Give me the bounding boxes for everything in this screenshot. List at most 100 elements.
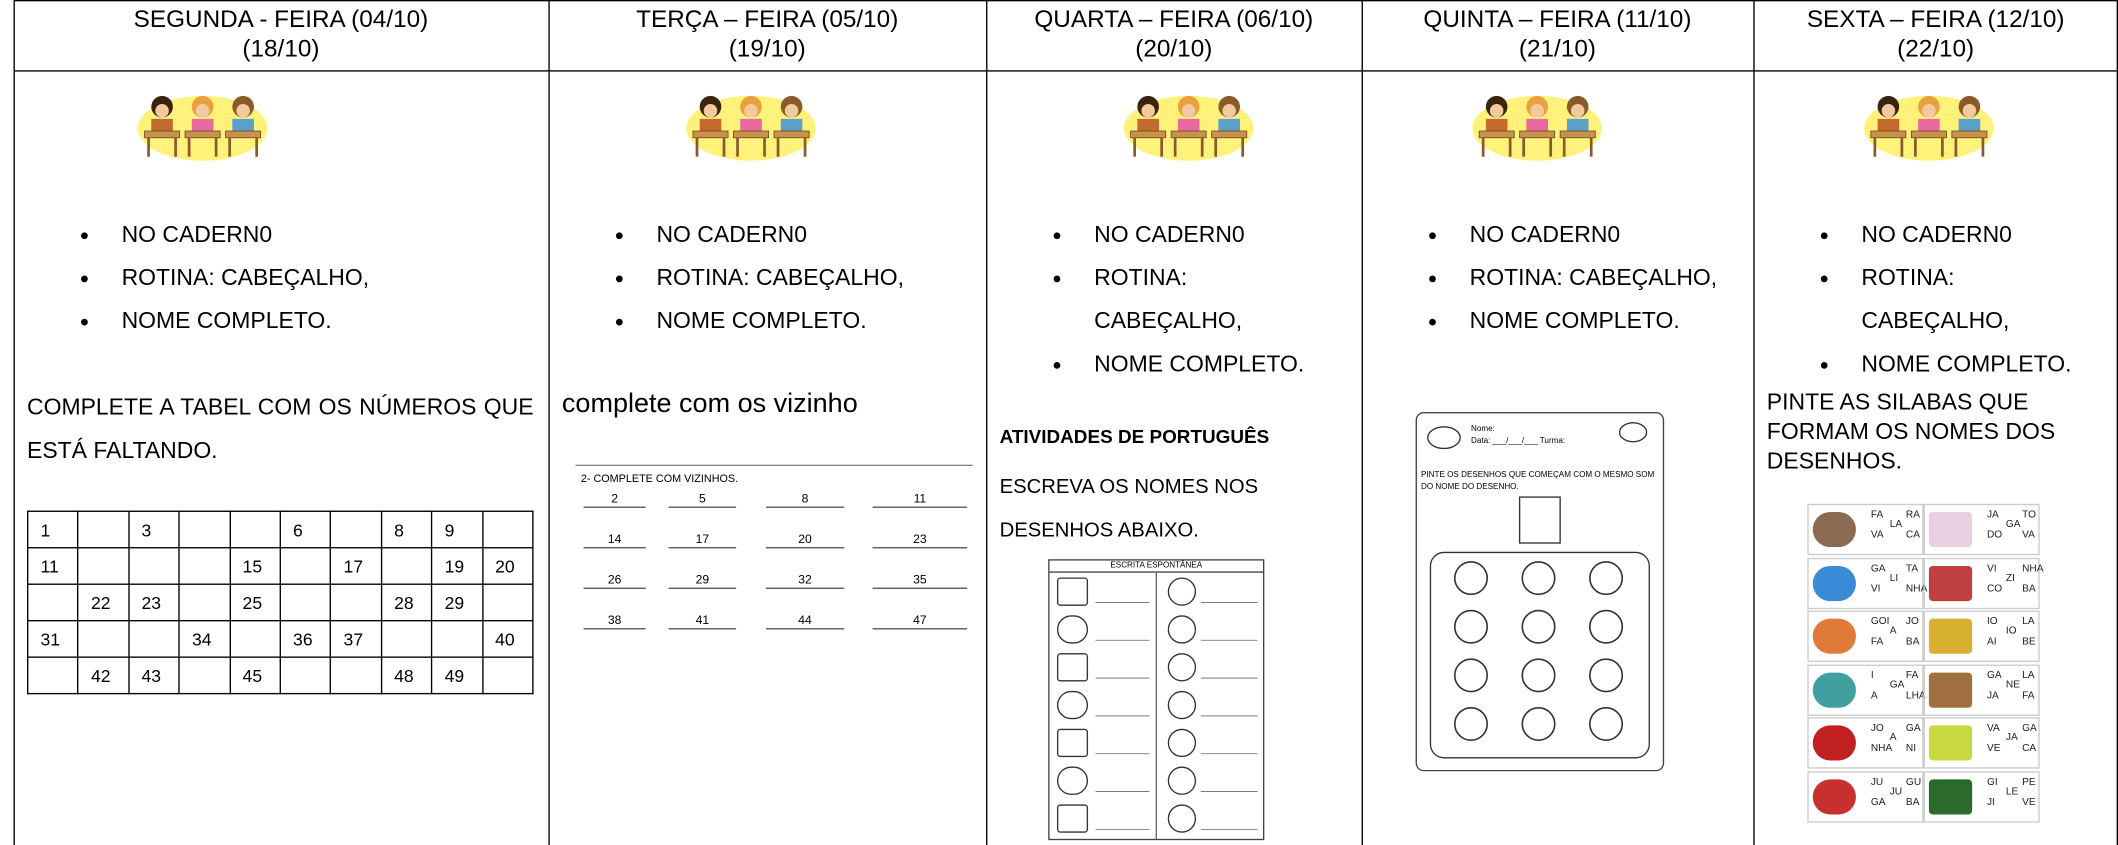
kid-face [744, 104, 758, 118]
picture [1167, 804, 1197, 833]
bullet-list: NO CADERN0 ROTINA: CABEÇALHO, NOME COMPLET… [986, 213, 1362, 386]
header-line: (22/10) [1897, 35, 1975, 63]
syllable: GI [1986, 774, 1998, 787]
table-cell: 8 [380, 510, 433, 549]
blank-number: 35 [872, 573, 968, 589]
kid-face [1962, 104, 1977, 118]
picture [1453, 658, 1489, 693]
desk [1951, 130, 1988, 139]
worksheet-rule [575, 464, 973, 467]
syllable: FA [1905, 667, 1919, 681]
kids-illustration [1864, 95, 1994, 161]
header-line: (18/10) [242, 35, 320, 63]
day-header: QUARTA – FEIRA (06/10) (20/10) [986, 4, 1362, 63]
syllable-cell: I FA GA A LHA [1807, 663, 1926, 716]
table-cell: 9 [431, 510, 483, 549]
table-cell [27, 583, 79, 622]
table-cell: 31 [27, 620, 79, 658]
day-column: SEGUNDA - FEIRA (04/10) (18/10) NO CADERN0… [14, 0, 549, 845]
table-row: 11 15 17 19 20 [27, 547, 534, 585]
table-row: 31 34 36 37 40 [27, 620, 534, 658]
worksheet: ESCRITA ESPONTÂNEA [1048, 559, 1265, 841]
desk-leg [1133, 137, 1136, 157]
blank-number: 47 [872, 613, 968, 630]
day-column: TERÇA – FEIRA (05/10) (19/10) NO CADERN0 RO… [548, 0, 986, 845]
bullet-item: NO CADERN0 [80, 213, 370, 256]
kid-face [155, 104, 169, 118]
table-cell: 43 [128, 656, 180, 695]
table-cell: 22 [77, 583, 130, 622]
bullet-item: NO CADERN0 [1820, 213, 2072, 256]
kid-face [1181, 104, 1196, 118]
heading: ATIVIDADES DE PORTUGUÊS [999, 425, 1270, 448]
syllable-cell: GOI JO A FA BA [1807, 610, 1924, 662]
blank-number: 17 [668, 532, 737, 549]
syllable-cell: JA TO GA DO VA [1923, 503, 2040, 556]
syllable: GOI [1870, 614, 1890, 627]
syllable: VE [1986, 741, 2001, 754]
header-line: (21/10) [1518, 35, 1596, 63]
bullet-item: ROTINA: CABEÇALHO, [1820, 257, 2072, 343]
instruction: PINTE AS SILABAS QUE FORMAM OS NOMES DOS… [1766, 389, 2056, 475]
desk [1910, 130, 1947, 139]
table-cell: 20 [481, 547, 534, 585]
table-cell: 40 [481, 620, 534, 658]
syllable: A [1889, 730, 1897, 743]
day-column: QUARTA – FEIRA (06/10) (20/10) NO CADERN0 R… [986, 0, 1362, 845]
syllable: LE [2005, 784, 2019, 797]
day-header: TERÇA – FEIRA (05/10) (19/10) [548, 4, 986, 63]
syllable: JA [1986, 507, 1999, 521]
syllable: TO [2022, 507, 2036, 521]
desk-leg [1562, 137, 1566, 157]
syllable: JO [1870, 721, 1884, 734]
syllable: GA [1986, 667, 2002, 681]
table-cell [27, 656, 79, 695]
bullet-item: NOME COMPLETO. [80, 300, 370, 343]
desk-leg [187, 137, 191, 157]
picture [1056, 653, 1089, 682]
desk-leg [1173, 137, 1177, 157]
picture [1928, 778, 1973, 814]
syllable: GA [1905, 721, 1921, 734]
table-cell: 34 [178, 620, 231, 658]
syllable: GU [1905, 774, 1922, 787]
syllable: VA [1870, 528, 1884, 541]
column-border [986, 0, 988, 845]
picture [1056, 690, 1089, 720]
picture [1453, 609, 1489, 644]
syllable: GA [2022, 721, 2037, 734]
syllable: TA [1905, 561, 1919, 574]
table-cell [178, 583, 231, 622]
header-border [13, 70, 2118, 72]
kid-face [195, 104, 210, 118]
bullet-item: NO CADERN0 [1053, 213, 1316, 256]
kids-illustration [1472, 95, 1603, 161]
desk-leg [1954, 137, 1958, 157]
table-cell: 25 [229, 583, 281, 622]
desk [1519, 130, 1556, 139]
picture [1056, 804, 1089, 833]
picture [1812, 618, 1856, 654]
table-cell [481, 583, 534, 622]
bee [1427, 426, 1461, 450]
desk-leg [174, 137, 177, 157]
picture [1167, 653, 1197, 682]
picture [1812, 725, 1856, 761]
desk-leg [1522, 137, 1526, 157]
table-row: 22 23 25 28 29 [27, 583, 534, 622]
syllable: CA [1905, 528, 1921, 541]
table-cell: 19 [431, 547, 483, 585]
desk-leg [1508, 137, 1512, 157]
syllable: VA [1986, 721, 2000, 734]
syllable: GA [1889, 677, 1905, 690]
table-row: 42 43 45 48 49 [27, 656, 534, 695]
syllable: IO [1986, 614, 1998, 627]
picture-box [1429, 551, 1650, 759]
syllable-cell: VI NHA ZI CO BA [1923, 557, 2044, 609]
bullet-item: NOME COMPLETO. [615, 300, 904, 343]
desk [692, 130, 729, 139]
desk [144, 130, 181, 139]
syllable: RA [1905, 507, 1921, 521]
table-cell [178, 656, 231, 695]
bullet-item: NOME COMPLETO. [1820, 343, 2072, 386]
